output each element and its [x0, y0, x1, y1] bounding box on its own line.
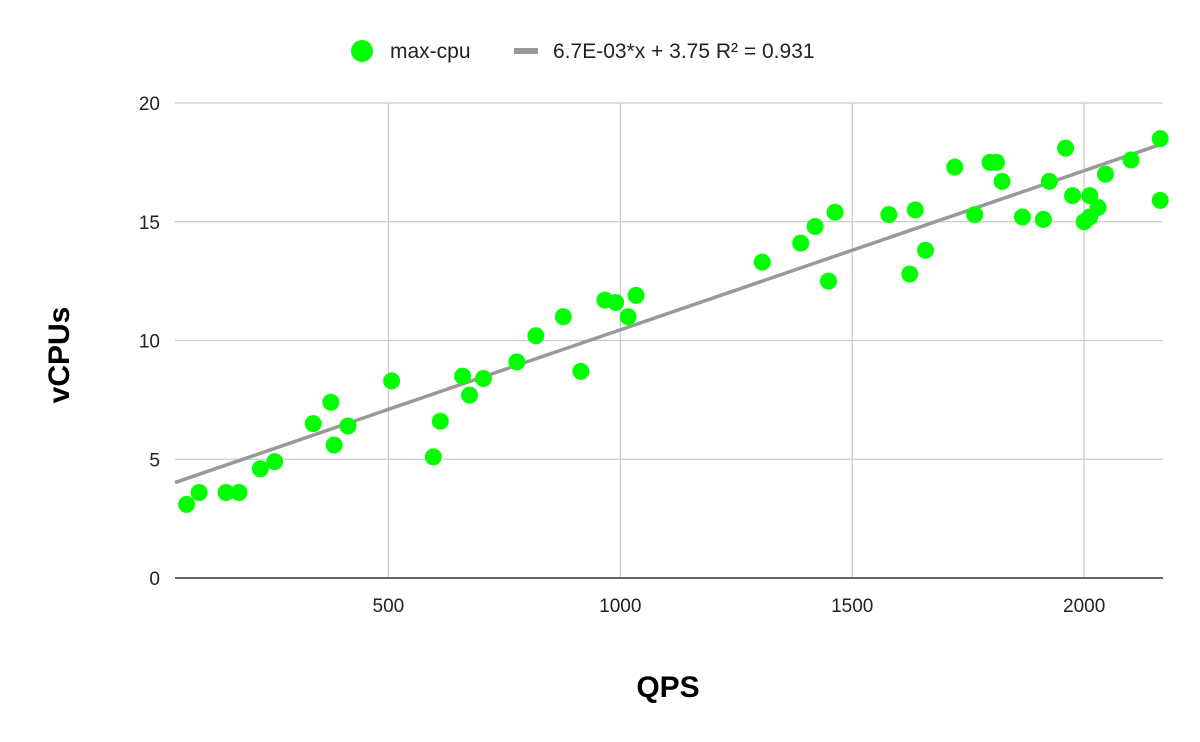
trendline	[174, 141, 1164, 485]
data-point	[424, 448, 442, 466]
data-point	[527, 327, 545, 345]
x-tick-label: 1000	[599, 596, 641, 617]
data-point	[1151, 130, 1169, 148]
data-point	[325, 436, 343, 454]
y-tick-label: 10	[139, 332, 160, 353]
legend-marker-max-cpu	[351, 40, 373, 62]
data-point	[1096, 165, 1114, 183]
data-point	[826, 203, 844, 221]
data-point	[1151, 191, 1169, 209]
data-points	[178, 130, 1169, 513]
data-point	[993, 172, 1011, 190]
data-point	[1013, 208, 1031, 226]
data-point	[806, 218, 824, 235]
data-point	[474, 370, 492, 387]
data-point	[461, 386, 479, 404]
data-point	[431, 412, 449, 430]
data-point	[906, 201, 924, 219]
data-point	[1064, 187, 1082, 205]
data-point	[1040, 172, 1058, 190]
axes: 0 5 10 15 20 500 1000 1500 2000	[139, 94, 1163, 617]
data-point	[508, 353, 526, 371]
data-point	[230, 484, 248, 501]
data-point	[753, 253, 771, 271]
trendline-layer	[174, 141, 1164, 485]
data-point	[190, 484, 208, 501]
legend-label-trendline: 6.7E-03*x + 3.75 R² = 0.931	[553, 40, 815, 63]
data-point	[917, 241, 935, 259]
x-axis-title: QPS	[636, 671, 699, 704]
x-tick-label: 1500	[831, 596, 873, 617]
data-point	[1034, 210, 1052, 228]
data-point	[572, 362, 590, 380]
grid-lines	[175, 102, 1163, 578]
data-point	[966, 206, 984, 224]
data-point	[820, 272, 838, 290]
data-point	[1057, 139, 1075, 157]
y-axis-title: vCPUs	[43, 307, 76, 404]
legend-marker-trendline	[514, 48, 538, 54]
data-point	[619, 308, 637, 326]
data-point	[554, 308, 572, 326]
data-point	[901, 265, 919, 283]
data-point	[383, 372, 401, 390]
data-point	[987, 153, 1005, 171]
data-point	[454, 367, 472, 385]
y-tick-label: 0	[149, 569, 160, 590]
y-tick-label: 15	[139, 213, 160, 234]
data-point	[217, 484, 235, 501]
data-point	[607, 294, 625, 311]
data-point	[792, 234, 810, 252]
data-point	[322, 393, 340, 411]
data-point	[1089, 199, 1107, 216]
data-point	[178, 495, 196, 513]
x-tick-label: 500	[373, 596, 405, 617]
x-tick-label: 2000	[1063, 596, 1105, 617]
legend-label-max-cpu: max-cpu	[390, 40, 471, 63]
data-point	[304, 415, 322, 433]
y-tick-label: 20	[139, 94, 160, 115]
data-point	[1122, 151, 1140, 169]
y-tick-label: 5	[149, 450, 160, 471]
data-point	[339, 417, 357, 435]
legend: max-cpu 6.7E-03*x + 3.75 R² = 0.931	[351, 40, 815, 63]
data-point	[627, 286, 645, 304]
data-point	[266, 453, 284, 471]
data-point	[880, 206, 898, 224]
data-point	[1081, 187, 1099, 205]
data-point	[946, 158, 964, 176]
data-point	[251, 460, 269, 478]
